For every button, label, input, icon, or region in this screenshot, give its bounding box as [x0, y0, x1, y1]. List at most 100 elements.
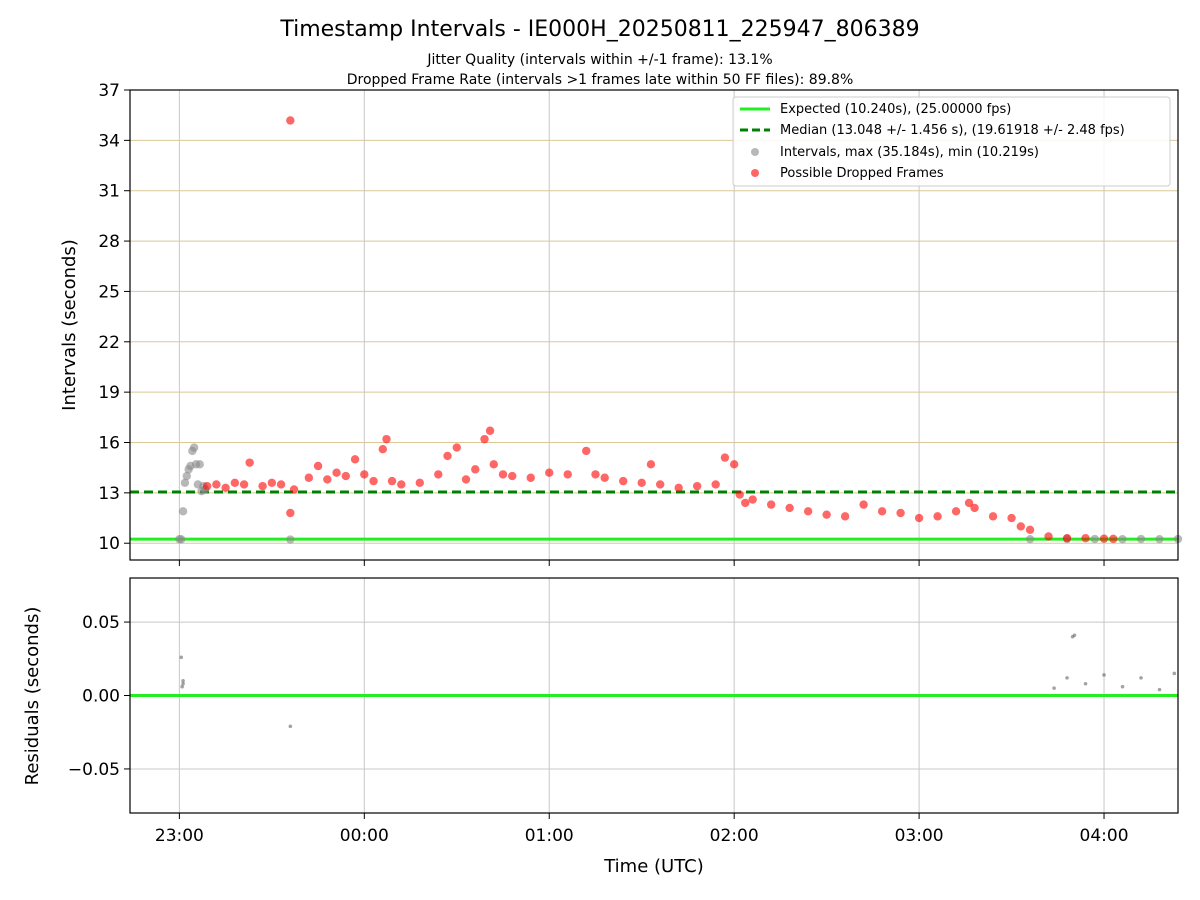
- intervals-series1-point-7: [267, 478, 277, 487]
- intervals-series0-point-20: [1136, 534, 1146, 544]
- residuals-series0-point-5: [1052, 686, 1056, 690]
- intervals-panel: 10 13 16 19 22 25 28 31 34 37: [98, 81, 1183, 566]
- intervals-ytick-label-4: 22: [98, 333, 120, 353]
- intervals-series1-point-20: [378, 445, 387, 454]
- intervals-series0-point-4: [182, 471, 191, 481]
- intervals-series1-point-27: [452, 443, 461, 452]
- intervals-series1-point-52: [748, 495, 757, 504]
- intervals-series1-point-0: [202, 481, 212, 491]
- intervals-series1-point-47: [711, 480, 720, 489]
- intervals-ytick-label-3: 19: [98, 383, 120, 403]
- legend-box: [732, 96, 1171, 187]
- residuals-series0-point-9: [1083, 681, 1088, 686]
- intervals-series1-point-53: [766, 500, 776, 509]
- intervals-series1-point-38: [582, 446, 591, 456]
- intervals-series1-point-10: [286, 508, 295, 518]
- residuals-series0-point-13: [1157, 687, 1162, 692]
- residuals-ytick-label-1: 0.00: [82, 687, 120, 707]
- intervals-series1-point-58: [859, 500, 868, 509]
- residuals-series0-point-0: [179, 655, 184, 660]
- intervals-series1-point-14: [323, 475, 332, 484]
- residuals-series0-point-12: [1139, 676, 1143, 680]
- intervals-series1-point-49: [729, 460, 739, 469]
- intervals-ytick-label-9: 37: [98, 81, 120, 101]
- residuals-series0-point-8: [1072, 633, 1077, 638]
- intervals-series1-point-16: [341, 471, 351, 481]
- legend: Expected (10.240s), (25.00000 fps) Media…: [732, 96, 1171, 187]
- intervals-series0-point-16: [1025, 534, 1035, 544]
- intervals-series1-point-69: [1025, 525, 1035, 534]
- intervals-series1-point-36: [545, 468, 554, 477]
- intervals-series1-point-54: [785, 503, 794, 513]
- intervals-series1-point-55: [803, 507, 813, 516]
- legend-swatch-dropped: [751, 169, 759, 177]
- legend-label-intervals: Intervals, max (35.184s), min (10.219s): [780, 145, 1039, 160]
- residuals-series0-point-2: [181, 681, 185, 686]
- intervals-series1-point-63: [951, 507, 961, 516]
- intervals-series1-point-35: [526, 473, 535, 482]
- intervals-series1-point-1: [212, 480, 221, 489]
- legend-label-expected: Expected (10.240s), (25.00000 fps): [780, 102, 1011, 117]
- intervals-series1-point-66: [988, 512, 998, 521]
- intervals-ytick-label-5: 25: [98, 282, 120, 302]
- intervals-series0-point-21: [1155, 534, 1164, 544]
- legend-label-median: Median (13.048 +/- 1.456 s), (19.61918 +…: [780, 123, 1125, 138]
- residuals-series0-point-6: [1065, 676, 1069, 680]
- intervals-series1-point-8: [276, 480, 286, 489]
- intervals-series0-point-13: [195, 460, 204, 469]
- residuals-xtick-label-4: 03:00: [895, 826, 944, 846]
- intervals-ytick-label-6: 28: [98, 232, 120, 252]
- intervals-series1-point-51: [741, 498, 750, 508]
- intervals-series1-point-29: [471, 465, 480, 474]
- intervals-series1-point-15: [332, 468, 341, 477]
- intervals-series1-point-67: [1007, 513, 1016, 523]
- intervals-series0-point-3: [180, 478, 190, 487]
- intervals-series1-point-26: [443, 451, 452, 461]
- intervals-series1-point-30: [480, 434, 489, 444]
- intervals-series1-point-44: [655, 480, 665, 489]
- intervals-series1-point-40: [600, 473, 609, 482]
- intervals-series1-point-50: [735, 490, 744, 499]
- intervals-series1-point-74: [1109, 534, 1118, 544]
- intervals-series1-point-13: [313, 461, 323, 471]
- intervals-series1-point-45: [674, 483, 683, 493]
- intervals-series0-point-8: [189, 443, 199, 452]
- residuals-xtick-label-1: 00:00: [340, 826, 389, 846]
- intervals-series1-point-48: [720, 453, 730, 462]
- intervals-series1-point-37: [563, 470, 572, 479]
- intervals-series1-point-59: [877, 507, 887, 516]
- intervals-ytick-label-2: 16: [98, 434, 120, 454]
- intervals-series1-point-4: [239, 480, 249, 489]
- intervals-series1-point-34: [508, 471, 517, 481]
- intervals-ytick-label-8: 34: [98, 131, 120, 151]
- legend-label-dropped: Possible Dropped Frames: [780, 166, 944, 181]
- intervals-frame: [129, 89, 1179, 561]
- intervals-series0-point-1: [177, 535, 186, 544]
- intervals-series1-point-64: [964, 498, 974, 508]
- intervals-series1-point-24: [415, 478, 424, 487]
- residuals-xtick-label-5: 04:00: [1080, 826, 1129, 846]
- residuals-series0-point-1: [181, 679, 185, 683]
- residuals-series0-point-11: [1120, 684, 1125, 689]
- intervals-series0-point-15: [286, 535, 295, 544]
- residuals-panel: 0.05 0.00 −0.05 23:00 00:00 01:00 02:00 03:00 04…: [68, 577, 1179, 846]
- intervals-series1-point-17: [350, 455, 360, 464]
- intervals-series1-point-61: [914, 513, 924, 523]
- intervals-series1-point-42: [637, 478, 646, 487]
- chart-subtitle-line-2: Dropped Frame Rate (intervals >1 frames …: [347, 72, 854, 88]
- intervals-ytick-label-1: 13: [98, 484, 120, 504]
- intervals-series1-point-70: [1044, 532, 1053, 541]
- chart-title: Timestamp Intervals - IE000H_20250811_22…: [279, 17, 919, 42]
- residuals-series0-point-10: [1102, 673, 1106, 677]
- residuals-y-axis-label: Residuals (seconds): [22, 607, 43, 786]
- intervals-series1-point-2: [221, 483, 230, 493]
- intervals-series1-point-41: [619, 476, 628, 486]
- intervals-ytick-label-7: 31: [98, 182, 120, 202]
- intervals-series1-point-25: [434, 470, 443, 479]
- intervals-series1-point-6: [258, 481, 267, 491]
- intervals-series1-point-43: [646, 460, 656, 469]
- chart-subtitle-line-1: Jitter Quality (intervals within +/-1 fr…: [426, 52, 772, 68]
- intervals-series1-point-32: [489, 460, 498, 469]
- residuals-ytick-label-2: −0.05: [68, 760, 120, 780]
- intervals-series1-point-72: [1081, 533, 1090, 543]
